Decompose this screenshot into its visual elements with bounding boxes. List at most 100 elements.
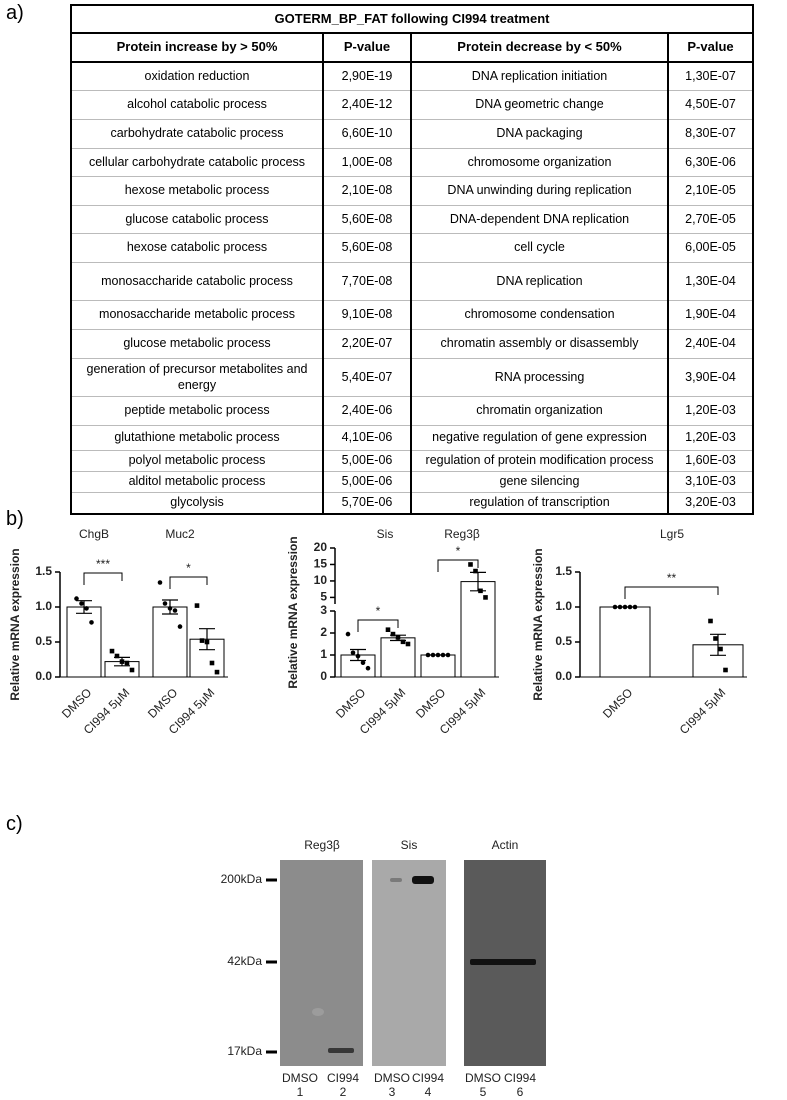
significance-label: ***	[96, 557, 110, 571]
western-blot: Reg3β Sis Actin 200kDa 42kDa 17kDa DMSO …	[221, 838, 546, 1099]
table-cell: 1,90E-04	[666, 300, 755, 330]
table-cell: 1,20E-03	[666, 396, 755, 426]
table-cell: 2,40E-06	[322, 396, 412, 426]
table-row: alditol metabolic process 5,00E-06 gene si…	[70, 471, 755, 493]
lane-label: CI994	[504, 1071, 536, 1085]
table-cell: 3,10E-03	[666, 471, 755, 493]
table-cell: 5,70E-06	[322, 492, 412, 515]
table-cell: DNA replication initiation	[410, 62, 669, 91]
x-tick-label: DMSO	[333, 685, 368, 720]
table-cell: generation of precursor metabolites and …	[70, 358, 324, 397]
data-point	[445, 652, 451, 658]
table-cell: 2,40E-04	[666, 329, 755, 359]
table-cell: monosaccharide metabolic process	[70, 300, 324, 330]
significance-label: **	[667, 571, 677, 585]
data-point	[350, 650, 356, 656]
table-cell: 2,20E-07	[322, 329, 412, 359]
lane-label: DMSO	[465, 1071, 501, 1085]
lane-number: 1	[297, 1085, 304, 1099]
data-point	[478, 588, 483, 594]
table-cell: glucose metabolic process	[70, 329, 324, 359]
data-point	[440, 652, 446, 658]
table-cell: DNA unwinding during replication	[410, 176, 669, 206]
table-title: GOTERM_BP_FAT following CI994 treatment	[69, 5, 755, 34]
table-cell: DNA-dependent DNA replication	[410, 205, 669, 234]
error-bar	[710, 633, 726, 656]
table-cell: 4,10E-06	[322, 425, 412, 451]
lane-label: DMSO	[282, 1071, 318, 1085]
table-cell: glutathione metabolic process	[70, 425, 324, 451]
y-tick-label: 0.5	[555, 634, 572, 648]
y-axis-label: Relative mRNA expression	[286, 536, 300, 688]
data-point	[723, 667, 728, 673]
table-cell: DNA replication	[410, 262, 669, 301]
bar	[152, 606, 188, 678]
table-row: glucose catabolic process 5,60E-08 DNA-dep…	[70, 205, 755, 234]
data-point	[622, 604, 628, 610]
table-cell: alcohol catabolic process	[70, 90, 324, 120]
table-row: carbohydrate catabolic process 6,60E-10 DN…	[70, 119, 755, 149]
bar-chart: 0.0 0.5 1.0 1.5 Relative mRNA expression DMSO…	[8, 527, 228, 737]
significance-label: *	[456, 544, 461, 558]
table-row: peptide metabolic process 2,40E-06 chromat…	[70, 396, 755, 426]
data-point	[612, 604, 618, 610]
panel-label: b)	[6, 508, 24, 530]
table-cell: regulation of protein modification proce…	[410, 450, 669, 472]
table-cell: 1,30E-07	[666, 62, 755, 91]
panel-label: a)	[6, 2, 24, 24]
data-point	[425, 652, 431, 658]
significance-bracket	[83, 572, 123, 585]
table-cell: 5,00E-06	[322, 450, 412, 472]
y-tick-label: 0	[320, 669, 327, 683]
table-row: glutathione metabolic process 4,10E-06 neg…	[70, 425, 755, 451]
data-point	[84, 606, 89, 611]
bar	[380, 637, 416, 678]
panel-label: c)	[6, 813, 23, 835]
significance-label: *	[376, 604, 381, 618]
mw-marker: 42kDa	[227, 954, 262, 968]
y-axis-label: Relative mRNA expression	[8, 548, 22, 700]
table-cell: gene silencing	[410, 471, 669, 493]
y-tick-label: 1.5	[555, 564, 572, 578]
table-cell: hexose catabolic process	[70, 233, 324, 263]
y-axis-label: Relative mRNA expression	[531, 548, 545, 700]
data-point	[124, 660, 130, 666]
data-point	[74, 596, 79, 601]
table-cell: glycolysis	[70, 492, 324, 515]
table-row: oxidation reduction 2,90E-19 DNA replicati…	[70, 62, 755, 91]
table-cell: 3,20E-03	[666, 492, 755, 515]
table-cell: 1,30E-04	[666, 262, 755, 301]
error-bar	[76, 600, 92, 614]
table-cell: oxidation reduction	[70, 62, 324, 91]
table-row: cellular carbohydrate catabolic process 1…	[70, 148, 755, 177]
table-cell: 6,60E-10	[322, 119, 412, 149]
lane-label: CI994	[412, 1071, 444, 1085]
table-cell: 1,60E-03	[666, 450, 755, 472]
y-tick-label: 5	[320, 590, 327, 604]
data-point	[400, 639, 406, 645]
table-cell: 2,40E-12	[322, 90, 412, 120]
data-point	[395, 635, 401, 640]
data-point	[473, 568, 478, 574]
column-header: P-value	[666, 33, 755, 63]
data-point	[627, 604, 633, 610]
mw-marker: 17kDa	[227, 1044, 262, 1058]
lane-label: DMSO	[374, 1071, 410, 1085]
table-cell: chromatin organization	[410, 396, 669, 426]
table-cell: hexose metabolic process	[70, 176, 324, 206]
table-cell: 5,00E-06	[322, 471, 412, 493]
lane-number: 2	[340, 1085, 347, 1099]
y-tick-label: 0.5	[35, 634, 52, 648]
table-cell: polyol metabolic process	[70, 450, 324, 472]
table-cell: chromosome condensation	[410, 300, 669, 330]
data-point	[405, 641, 411, 647]
table-cell: RNA processing	[410, 358, 669, 397]
blot-strip	[280, 860, 363, 1066]
lane-label: CI994	[327, 1071, 359, 1085]
error-bar	[199, 628, 215, 651]
data-point	[718, 646, 723, 652]
table-cell: chromosome organization	[410, 148, 669, 177]
blot-band	[328, 1048, 354, 1053]
mw-marker: 200kDa	[221, 872, 263, 886]
data-point	[129, 667, 135, 673]
